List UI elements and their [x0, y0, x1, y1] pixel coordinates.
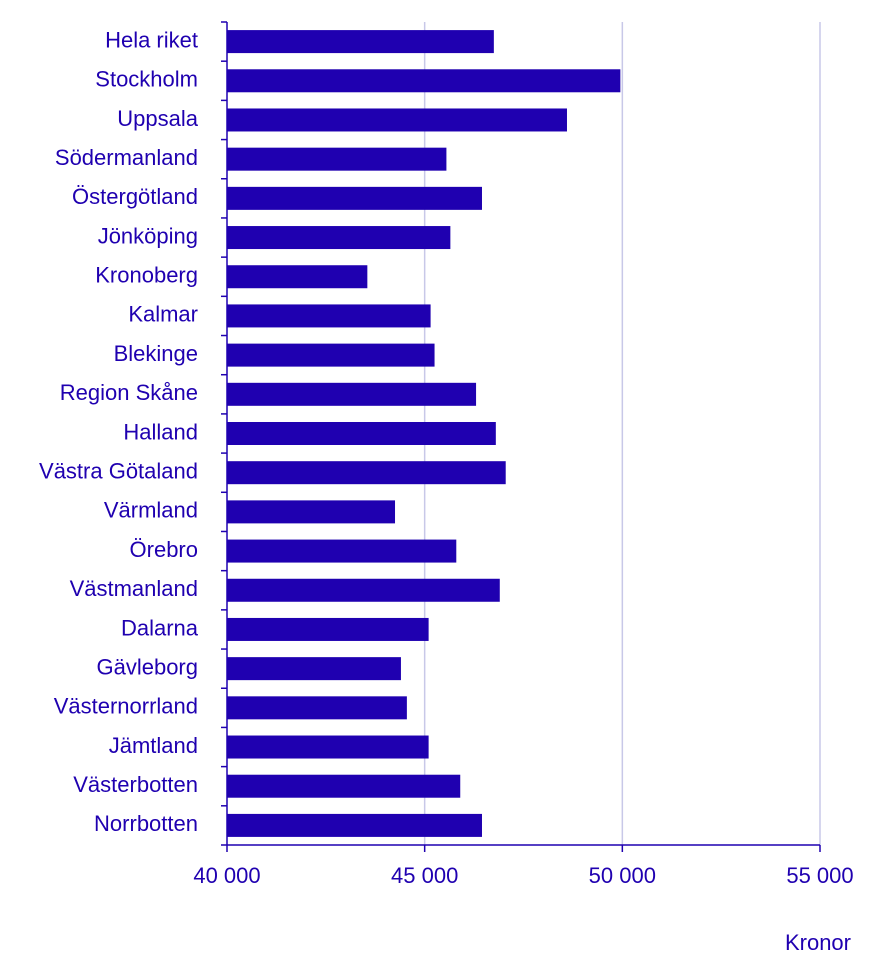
y-tick-label: Västmanland: [70, 576, 198, 601]
y-tick-label: Uppsala: [117, 106, 198, 131]
bar: [227, 108, 567, 132]
bar: [227, 461, 506, 485]
bar: [227, 69, 621, 93]
bar: [227, 30, 494, 54]
bar: [227, 813, 482, 837]
bar: [227, 304, 431, 328]
bar: [227, 422, 496, 445]
bar: [227, 226, 451, 250]
y-tick-label: Dalarna: [121, 615, 199, 640]
y-tick-label: Västra Götaland: [39, 459, 198, 484]
bar: [227, 696, 407, 720]
bar: [227, 265, 368, 289]
bar: [227, 500, 396, 524]
x-axis-title: Kronor: [785, 930, 851, 955]
y-tick-label: Region Skåne: [60, 380, 198, 405]
bar: [227, 539, 457, 563]
x-tick-label: 55 000: [786, 863, 853, 888]
bar: [227, 617, 429, 641]
y-tick-label: Blekinge: [114, 341, 198, 366]
y-tick-label: Norrbotten: [94, 811, 198, 836]
y-tick-label: Kronoberg: [95, 263, 198, 288]
y-tick-label: Halland: [123, 419, 198, 444]
bar: [227, 147, 447, 171]
bar: [227, 657, 401, 681]
y-tick-label: Jämtland: [109, 733, 198, 758]
y-tick-label: Värmland: [104, 498, 198, 523]
bar: [227, 382, 477, 406]
y-tick-label: Örebro: [130, 537, 198, 562]
bar: [227, 343, 435, 367]
y-tick-label: Östergötland: [72, 184, 198, 209]
y-tick-label: Gävleborg: [96, 654, 198, 679]
y-tick-label: Stockholm: [95, 67, 198, 92]
y-tick-label: Västernorrland: [54, 694, 198, 719]
x-tick-label: 40 000: [193, 863, 260, 888]
bar: [227, 578, 500, 602]
x-tick-label: 45 000: [391, 863, 458, 888]
bar: [227, 186, 482, 210]
y-tick-label: Hela riket: [105, 27, 198, 52]
bar: [227, 735, 429, 759]
y-tick-label: Kalmar: [128, 302, 198, 327]
y-tick-label: Jönköping: [98, 223, 198, 248]
x-tick-label: 50 000: [589, 863, 656, 888]
y-tick-label: Södermanland: [55, 145, 198, 170]
bar: [227, 774, 461, 798]
y-tick-label: Västerbotten: [73, 772, 198, 797]
